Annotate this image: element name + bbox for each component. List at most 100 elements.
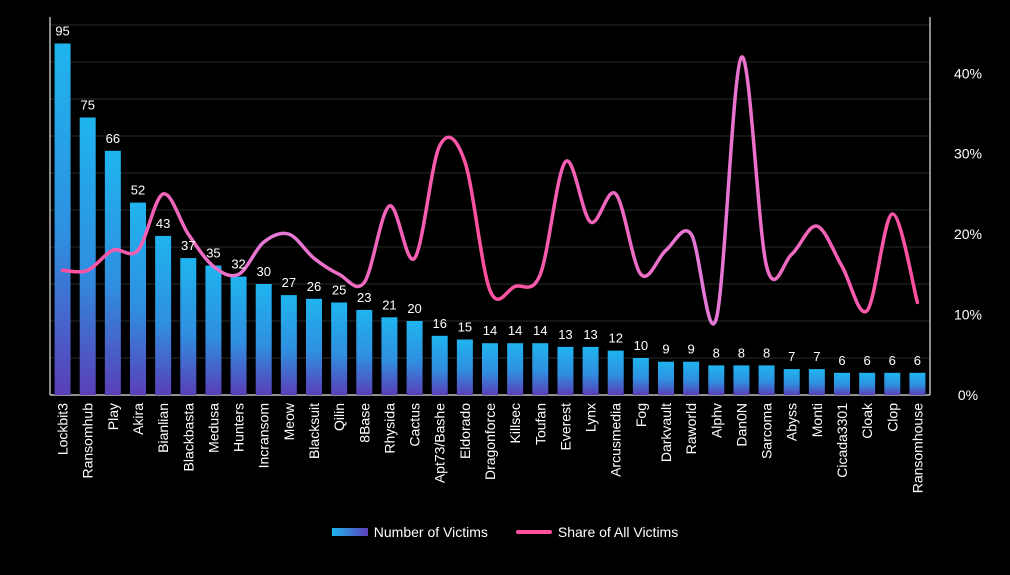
bar-value-label: 43 [156, 216, 170, 231]
bar[interactable] [834, 373, 850, 395]
bar[interactable] [130, 203, 146, 395]
bar[interactable] [381, 317, 397, 395]
bar[interactable] [733, 365, 749, 395]
x-tick-label: Ransomhouse [909, 403, 925, 493]
x-tick-label: Akira [130, 403, 146, 435]
y-right-tick-label: 0% [958, 387, 978, 403]
bar-value-label: 8 [763, 345, 770, 360]
x-tick-label: Blacksuit [306, 403, 322, 459]
x-tick-label: Alphv [708, 403, 724, 438]
x-tick-label: Play [105, 403, 121, 430]
bar[interactable] [633, 358, 649, 395]
bar[interactable] [683, 362, 699, 395]
x-tick-label: Apt73/Bashe [432, 403, 448, 483]
bar[interactable] [708, 365, 724, 395]
x-tick-label: Dan0N [733, 403, 749, 447]
bar[interactable] [608, 351, 624, 395]
bar-value-label: 52 [131, 183, 145, 198]
bar-value-label: 8 [738, 345, 745, 360]
bar-value-label: 30 [256, 264, 270, 279]
x-tick-label: Lockbit3 [55, 403, 71, 455]
bar-value-label: 25 [332, 283, 346, 298]
x-tick-label: Fog [633, 403, 649, 427]
x-tick-label: Everest [557, 403, 573, 451]
bar[interactable] [55, 44, 71, 396]
x-tick-label: Rhysida [381, 403, 397, 454]
x-tick-label: Abyss [784, 403, 800, 441]
x-tick-label: Raworld [683, 403, 699, 454]
bar[interactable] [482, 343, 498, 395]
x-tick-label: Medusa [205, 403, 221, 453]
bar-value-label: 27 [282, 275, 296, 290]
bar[interactable] [809, 369, 825, 395]
x-tick-label: Lynx [583, 403, 599, 432]
bar-value-label: 8 [713, 345, 720, 360]
bar[interactable] [784, 369, 800, 395]
y-right-tick-label: 20% [954, 226, 982, 242]
bar[interactable] [457, 340, 473, 396]
y-right-tick-label: 40% [954, 65, 982, 81]
bar-value-label: 14 [508, 323, 522, 338]
bar[interactable] [306, 299, 322, 395]
x-tick-label: Ransomhub [80, 403, 96, 479]
bar-value-label: 16 [432, 316, 446, 331]
bar-value-label: 23 [357, 290, 371, 305]
x-tick-label: Incransom [256, 403, 272, 468]
y-right-tick-label: 30% [954, 146, 982, 162]
bar[interactable] [658, 362, 674, 395]
bar-value-label: 14 [533, 323, 547, 338]
bar[interactable] [80, 118, 96, 396]
x-tick-label: Killsec [507, 403, 523, 443]
x-tick-label: Qilin [331, 403, 347, 431]
bar-value-label: 14 [483, 323, 497, 338]
x-tick-label: Meow [281, 402, 297, 440]
bar[interactable] [859, 373, 875, 395]
legend-swatch-bars [332, 528, 368, 536]
bar-series [55, 44, 926, 396]
bar[interactable] [532, 343, 548, 395]
bar[interactable] [759, 365, 775, 395]
x-tick-label: Sarcoma [759, 403, 775, 459]
bar[interactable] [884, 373, 900, 395]
legend-item-bars[interactable]: Number of Victims [332, 524, 488, 540]
x-tick-label: Monti [809, 403, 825, 437]
x-tick-label: Dragonforce [482, 403, 498, 480]
x-tick-label: Hunters [231, 403, 247, 452]
bar[interactable] [909, 373, 925, 395]
bar[interactable] [407, 321, 423, 395]
bar[interactable] [231, 277, 247, 395]
bar[interactable] [507, 343, 523, 395]
bar[interactable] [356, 310, 372, 395]
bar-value-label: 10 [634, 338, 648, 353]
bar-value-label: 6 [889, 353, 896, 368]
bar-value-label: 7 [813, 349, 820, 364]
bar[interactable] [256, 284, 272, 395]
x-tick-label: Toufan [532, 403, 548, 445]
bar[interactable] [205, 266, 221, 396]
bar-value-label: 6 [838, 353, 845, 368]
legend-label-bars: Number of Victims [374, 524, 488, 540]
legend-label-line: Share of All Victims [558, 524, 678, 540]
legend-swatch-line [516, 530, 552, 534]
bar[interactable] [155, 236, 171, 395]
x-tick-label: Arcusmedia [608, 403, 624, 477]
bar[interactable] [180, 258, 196, 395]
bar[interactable] [281, 295, 297, 395]
legend: Number of Victims Share of All Victims [0, 524, 1010, 540]
bar[interactable] [583, 347, 599, 395]
x-tick-label: Clop [884, 403, 900, 432]
bar-value-label: 37 [181, 238, 195, 253]
legend-item-line[interactable]: Share of All Victims [516, 524, 678, 540]
bar[interactable] [432, 336, 448, 395]
bar[interactable] [557, 347, 573, 395]
x-tick-label: 8Base [356, 403, 372, 443]
x-tick-label: Bianlian [155, 403, 171, 453]
bar-value-label: 6 [914, 353, 921, 368]
bar-value-label: 13 [558, 327, 572, 342]
x-tick-label: Cicada3301 [834, 403, 850, 478]
bar[interactable] [331, 303, 347, 396]
bar-value-label: 26 [307, 279, 321, 294]
bar[interactable] [105, 151, 121, 395]
